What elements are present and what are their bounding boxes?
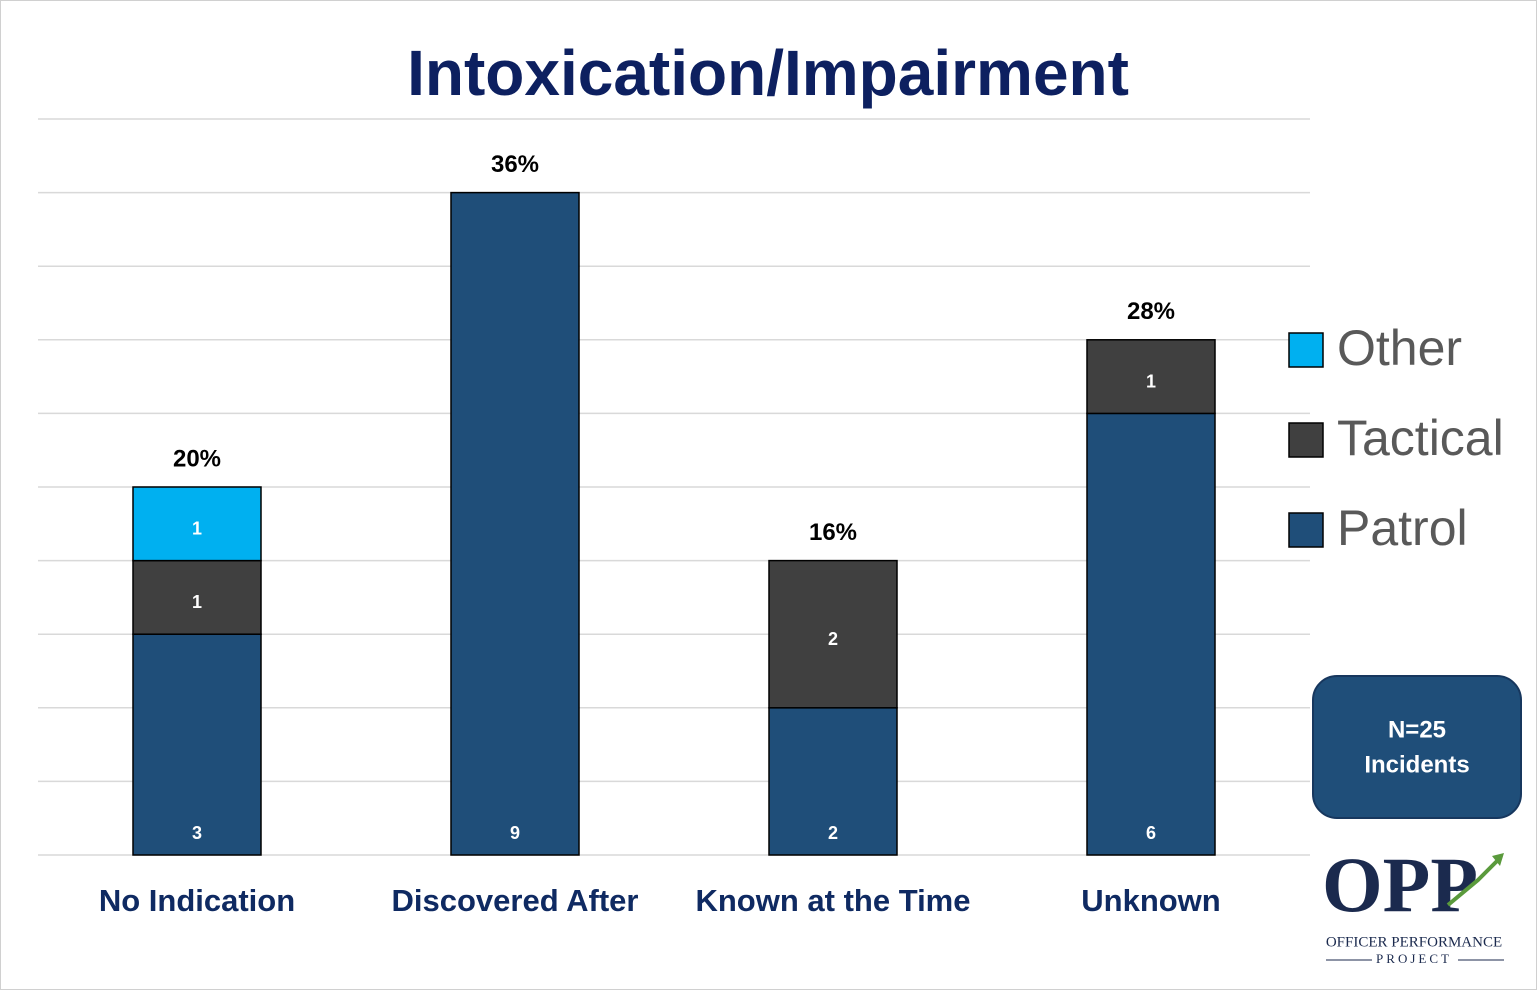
legend-swatch <box>1288 512 1324 548</box>
total-label: 28% <box>1127 298 1175 325</box>
x-tick-label: Discovered After <box>392 883 639 918</box>
value-label: 9 <box>510 823 520 843</box>
x-tick-label: Unknown <box>1081 883 1221 918</box>
bar-segment <box>768 559 898 709</box>
legend-label: Other <box>1337 320 1462 376</box>
total-label: 36% <box>491 151 539 178</box>
annotation-box: N=25 Incidents <box>1312 675 1522 819</box>
x-tick-label: Known at the Time <box>695 883 970 918</box>
value-label: 1 <box>1146 371 1156 391</box>
logo-mark: OPP <box>1322 841 1478 928</box>
annotation-bg <box>1312 675 1522 819</box>
legend-label: Tactical <box>1337 410 1504 466</box>
total-label: 20% <box>173 445 221 472</box>
bar-segment <box>132 486 262 562</box>
value-label: 1 <box>192 519 202 539</box>
bar-segment <box>132 633 262 856</box>
legend-label: Patrol <box>1337 500 1468 556</box>
x-tick-label: No Indication <box>99 883 295 918</box>
chart-title: Intoxication/Impairment <box>407 37 1129 109</box>
bar-segment <box>132 559 262 635</box>
value-label: 6 <box>1146 823 1156 843</box>
value-label: 2 <box>828 823 838 843</box>
logo-text: PROJECT <box>1376 951 1452 966</box>
legend-swatch <box>1288 422 1324 458</box>
value-label: 1 <box>192 592 202 612</box>
value-label: 3 <box>192 823 202 843</box>
annotation-text: N=25 <box>1388 716 1446 743</box>
logo-arrow <box>1446 856 1502 907</box>
value-label: 2 <box>828 629 838 649</box>
logo: OPP OFFICER PERFORMANCE PROJECT <box>1322 841 1504 966</box>
total-label: 16% <box>809 519 857 546</box>
bar-segment <box>450 191 580 856</box>
legend-swatch <box>1288 332 1324 368</box>
bar-segment <box>1086 339 1216 415</box>
bar-segment <box>1086 412 1216 856</box>
logo-arrowhead <box>1492 853 1504 866</box>
logo-text: OFFICER PERFORMANCE <box>1326 934 1502 950</box>
annotation-text: Incidents <box>1364 751 1469 778</box>
